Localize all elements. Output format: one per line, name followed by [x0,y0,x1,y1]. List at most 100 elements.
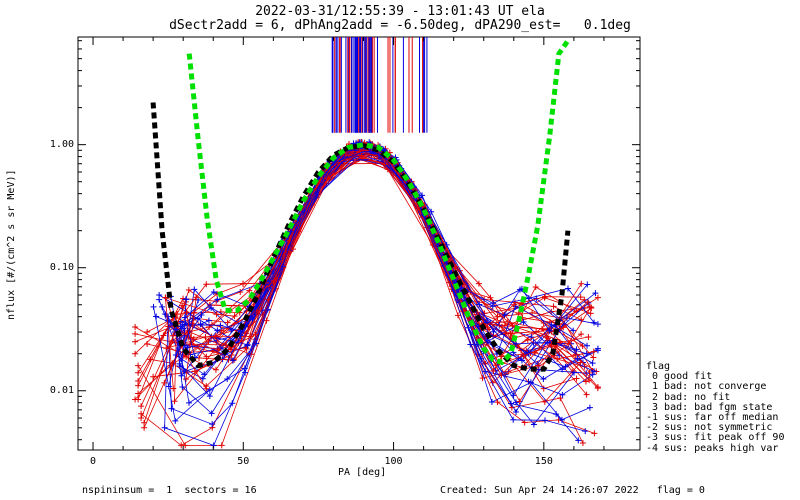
legend-item: 1 bad: not converge [646,381,767,393]
red-marker [246,287,253,294]
red-marker [521,419,528,426]
blue-marker [199,375,206,382]
red-marker [144,329,151,336]
blue-marker [172,417,179,424]
blue-marker [553,411,560,418]
red-marker [557,395,564,402]
blue-marker [589,360,596,367]
blue-marker [153,313,160,320]
blue-marker [530,421,537,428]
blue-marker [584,281,591,288]
red-marker [218,442,225,449]
blue-marker [556,352,563,359]
chart-subtitle: dSectr2add = 6, dPhAng2add = -6.50deg, d… [169,18,631,33]
blue-marker [168,322,175,329]
red-marker [533,328,540,335]
legend-item: -2 sus: not symmetric [646,422,773,434]
blue-marker [476,301,483,308]
red-marker [573,375,580,382]
red-marker [578,331,585,338]
blue-marker [583,350,590,357]
red-marker [185,286,192,293]
footer-right: Created: Sun Apr 24 14:26:07 2022 flag =… [440,485,705,496]
red-marker [554,355,561,362]
red-marker [240,280,247,287]
blue-marker [546,327,553,334]
blue-marker [527,379,534,386]
red-marker [193,294,200,301]
red-marker [135,369,142,376]
red-marker [582,378,589,385]
red-marker [203,385,210,392]
red-marker [414,204,421,211]
red-trace [134,153,592,400]
blue-marker [187,351,194,358]
red-marker [163,345,170,352]
red-marker [161,379,168,386]
red-marker [213,311,220,318]
blue-marker [467,341,474,348]
blue-marker [562,363,569,370]
red-marker [144,340,151,347]
footer-left: nspininsum = 1 sectors = 16 [82,485,257,496]
blue-marker [570,327,577,334]
red-marker [475,280,482,287]
legend-item: 2 bad: no fit [646,391,731,403]
red-marker [180,295,187,302]
red-trace [173,151,582,340]
red-marker [325,175,332,182]
blue-marker [150,303,157,310]
blue-marker [478,355,485,362]
blue-marker [512,340,519,347]
red-marker [381,161,388,168]
blue-marker [507,400,514,407]
red-marker [585,333,592,340]
red-trace [150,162,587,395]
red-marker [482,360,489,367]
x-tick-label: 150 [534,456,553,467]
red-marker [135,382,142,389]
red-marker [490,367,497,374]
legend-item: -3 sus: fit peak off 90 [646,432,785,444]
blue-trace [168,157,587,387]
blue-trace [179,146,599,370]
red-marker [205,337,212,344]
legend-item: -1 sus: far off median [646,412,779,424]
blue-marker [575,437,582,444]
red-marker [170,332,177,339]
red-marker [545,335,552,342]
blue-marker [179,321,186,328]
red-marker [214,346,221,353]
blue-trace [178,148,577,397]
y-tick-label: 0.10 [49,261,74,273]
red-marker [132,323,139,330]
red-marker [212,366,219,373]
blue-marker [287,228,294,235]
blue-marker [181,314,188,321]
legend-item: -4 sus: peaks high var [646,442,779,454]
blue-trace [170,142,591,421]
red-marker [535,362,542,369]
blue-marker [558,416,565,423]
blue-marker [214,327,221,334]
red-marker [231,313,238,320]
blue-marker [156,296,163,303]
blue-marker [206,393,213,400]
green-fit-line [186,39,570,366]
red-marker [171,398,178,405]
chart-title: 2022-03-31/12:55:39 - 13:01:43 UT ela [255,4,545,19]
blue-marker [510,392,517,399]
blue-marker [333,158,340,165]
red-marker [587,310,594,317]
blue-trace [167,152,575,426]
blue-marker [559,391,566,398]
red-trace [174,145,581,403]
blue-marker [241,365,248,372]
red-marker [499,323,506,330]
blue-marker [186,399,193,406]
legend-item: 3 bad: bad fgm state [646,401,773,413]
blue-marker [179,383,186,390]
blue-marker [563,315,570,322]
red-marker [135,396,142,403]
